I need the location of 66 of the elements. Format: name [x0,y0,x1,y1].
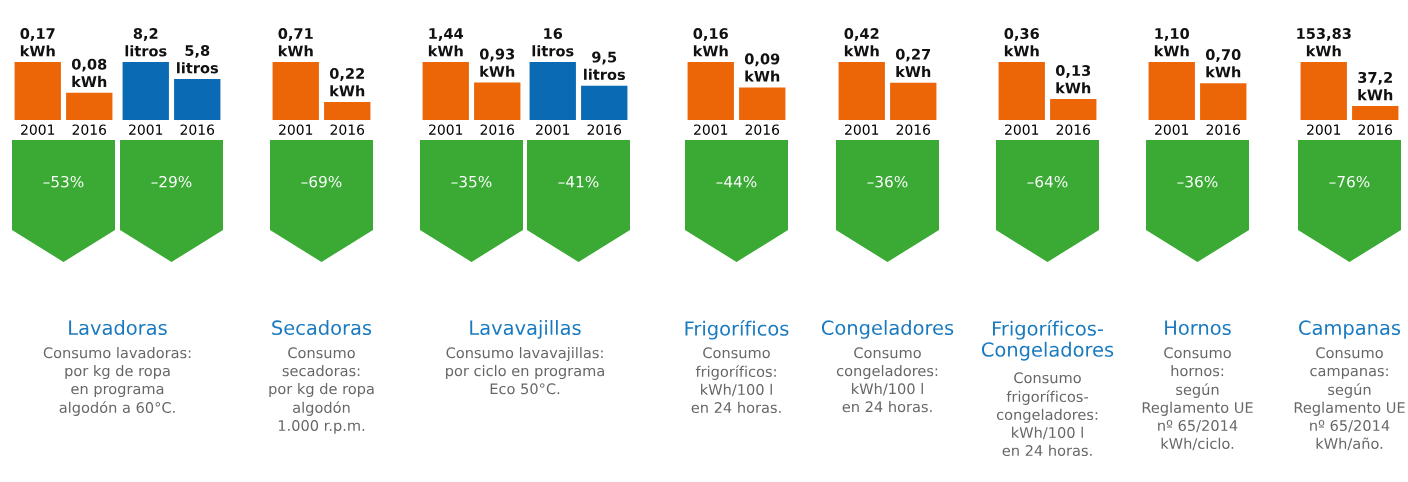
x-tick-label: 2016 [1206,124,1241,135]
text: –76% [1329,175,1370,188]
x-tick-label: 2001 [694,124,728,135]
text: Lavavajillas [470,320,581,339]
x-tick-label: 2001 [129,124,163,135]
x-tick-label: 2016 [330,124,365,135]
x-tick-label: 2016 [1056,124,1091,135]
text: –36% [867,175,908,188]
x-tick-label: 2001 [429,124,463,135]
text: Secadoras [272,320,372,336]
x-tick-label: 2016 [745,124,780,135]
text: Frigoríficos [685,320,789,340]
data-label: 0,70 kWh [1205,49,1241,78]
text: –69% [301,175,342,188]
x-tick-label: 2001 [1307,124,1341,135]
text: Frigoríficos- Congeladores [981,320,1114,361]
text: Consumo hornos: según Reglamento UE nº 65/2014 kWh/ciclo. [1142,347,1253,451]
text: Consumo frigoríficos- congeladores: kWh/100 l en 24 horas. [996,372,1098,457]
x-tick-label: 2016 [896,124,931,135]
text: Consumo lavavajillas: por ciclo en programa Eco 50°C. [446,347,604,395]
x-tick-label: 2001 [536,124,570,135]
data-label: 0,71 kWh [278,28,313,57]
text: –29% [151,175,192,188]
data-label: 1,10 kWh [1154,28,1190,57]
data-label: 1,44 kWh [428,28,464,57]
x-tick-label: 2001 [1005,124,1039,135]
text: –64% [1027,175,1068,188]
text: Congeladores [821,320,954,339]
text: Hornos [1165,320,1231,336]
data-label: 153,83 kWh [1297,28,1351,57]
text: –53% [43,175,84,188]
text: Consumo frigoríficos: kWh/100 l en 24 horas. [691,347,781,414]
x-tick-label: 2016 [1358,124,1393,135]
text: –35% [451,175,492,188]
x-tick-label: 2001 [1155,124,1189,135]
data-label: 5,8 litros [177,44,218,74]
text: Lavadoras [69,320,167,336]
data-label: 0,93 kWh [479,48,515,77]
data-label: 0,22 kWh [329,67,365,97]
text: –41% [558,175,599,188]
text: Consumo campanas: según Reglamento UE nº 65/2014 kWh/año. [1294,347,1405,451]
data-label: 0,17 kWh [20,28,55,57]
x-tick-label: 2016 [72,124,107,135]
data-label: 9,5 litros [584,51,625,81]
data-label: 0,13 kWh [1055,65,1091,94]
data-label: 37,2 kWh [1358,71,1393,101]
data-label: 8,2 litros [125,28,167,57]
data-label: 0,36 kWh [1004,28,1039,57]
data-label: 0,16 kWh [693,28,728,57]
text: –44% [716,175,757,188]
text: Consumo secadoras: por kg de ropa algodón 1.000 r.p.m. [269,347,374,434]
data-label: 0,27 kWh [895,48,931,77]
data-label: 0,08 kWh [71,58,107,87]
data-label: 0,42 kWh [844,28,879,57]
text: Campanas [1299,320,1401,339]
text: –36% [1177,175,1218,188]
x-tick-label: 2001 [21,124,55,135]
data-label: 16 litros [532,28,574,57]
x-tick-label: 2001 [845,124,879,135]
x-tick-label: 2016 [587,124,622,135]
text: Consumo congeladores: kWh/100 l en 24 horas. [836,347,938,413]
data-label: 0,09 kWh [744,53,780,82]
text: Consumo lavadoras: por kg de ropa en programa algodón a 60°C. [43,347,191,416]
x-tick-label: 2016 [180,124,215,135]
x-tick-label: 2016 [480,124,515,135]
x-tick-label: 2001 [279,124,313,135]
